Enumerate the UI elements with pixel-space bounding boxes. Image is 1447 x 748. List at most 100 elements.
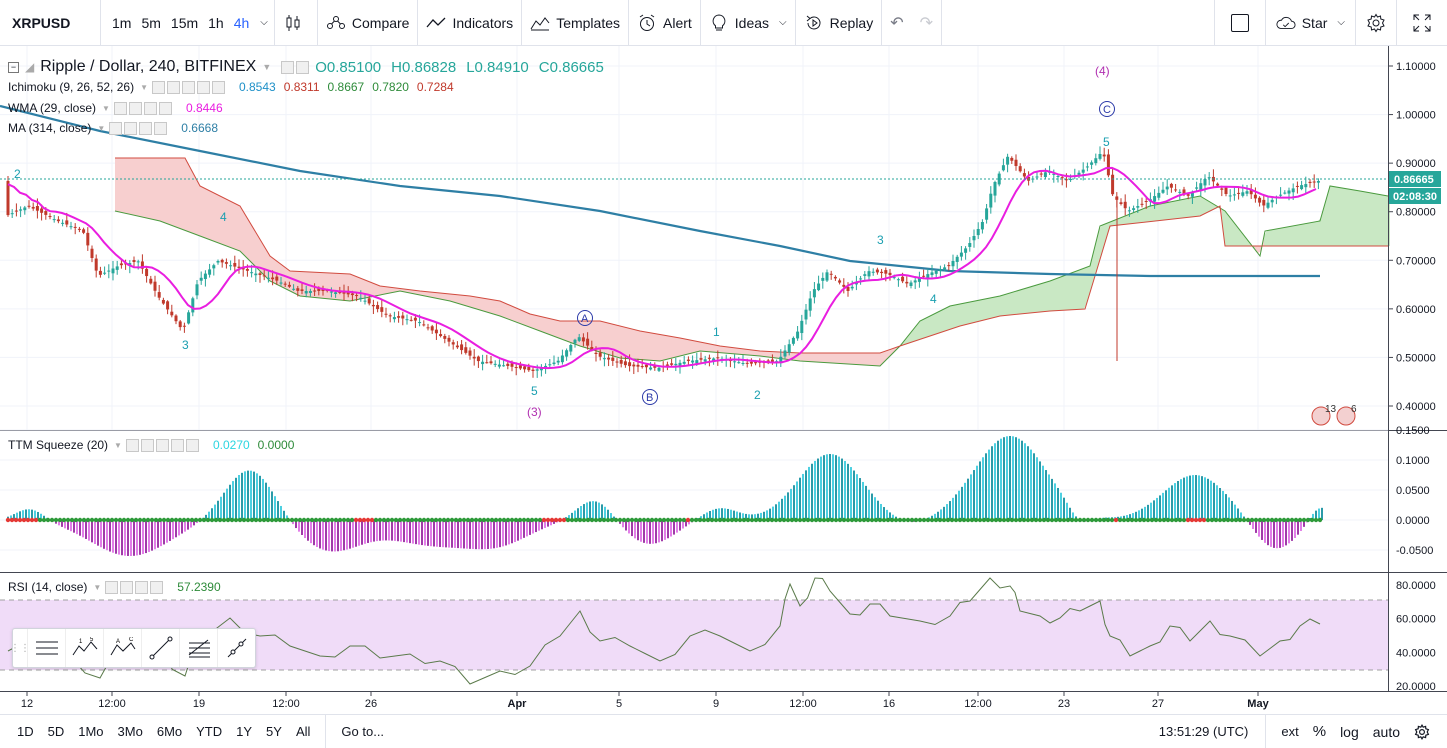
wave-circle bbox=[1099, 101, 1115, 117]
chevron-down-icon[interactable]: ▼ bbox=[102, 103, 110, 113]
chevron-down-icon[interactable]: ▼ bbox=[262, 62, 272, 72]
auto-scale-toggle[interactable]: auto bbox=[1372, 723, 1400, 740]
timeframe-5m[interactable]: 5m bbox=[141, 14, 161, 31]
squeeze-tick-label: 0.1000 bbox=[1396, 455, 1430, 467]
ttm-squeeze-histogram[interactable] bbox=[5, 436, 1323, 556]
chevron-down-icon[interactable]: ▼ bbox=[140, 82, 148, 92]
settings-button[interactable] bbox=[1356, 0, 1396, 46]
candle-body bbox=[1245, 191, 1249, 194]
time-tick-label: 23 bbox=[1058, 698, 1070, 710]
ichimoku-legend[interactable]: Ichimoku (9, 26, 52, 26) ▼ 0.8543 0.8311… bbox=[8, 80, 454, 94]
chart-area[interactable]: 2 4 3 5 (3) A B 1 2 3 4 5 C (4) bbox=[0, 46, 1447, 714]
ideas-button[interactable]: Ideas ⌵ bbox=[701, 0, 795, 46]
legend-buttons[interactable] bbox=[281, 60, 311, 74]
candle-body bbox=[1199, 183, 1203, 191]
wma-legend[interactable]: WMA (29, close) ▼ 0.8446 bbox=[8, 101, 223, 115]
chevron-down-icon[interactable]: ▼ bbox=[93, 582, 102, 592]
extended-hours-toggle[interactable]: ext bbox=[1281, 724, 1299, 739]
expand-button[interactable] bbox=[1397, 0, 1447, 46]
squeeze-legend[interactable]: TTM Squeeze (20) ▼ 0.0270 0.0000 bbox=[8, 438, 294, 452]
rsi-line[interactable] bbox=[7, 577, 1321, 685]
squeeze-dot bbox=[921, 517, 927, 523]
flag-icon[interactable] bbox=[1311, 406, 1331, 426]
wma-value: 0.8446 bbox=[185, 101, 223, 115]
flag-icon[interactable] bbox=[1336, 406, 1356, 426]
collapse-icon[interactable]: − bbox=[8, 61, 19, 73]
drag-handle-icon[interactable]: ⋮⋮ bbox=[10, 642, 30, 654]
ma-legend[interactable]: MA (314, close) ▼ 0.6668 bbox=[8, 121, 218, 135]
candle-body bbox=[859, 278, 863, 280]
chevron-down-icon[interactable]: ⌵ bbox=[779, 17, 787, 28]
squeeze-dot bbox=[465, 517, 471, 523]
event-badges[interactable]: 13 6 bbox=[1311, 404, 1357, 426]
legend-buttons[interactable] bbox=[113, 101, 174, 115]
separator bbox=[316, 0, 318, 46]
range-6mo[interactable]: 6Mo bbox=[156, 724, 183, 739]
replay-button[interactable]: Replay bbox=[796, 0, 882, 46]
squeeze-dot bbox=[89, 517, 95, 523]
candle-body bbox=[485, 362, 489, 364]
templates-button[interactable]: Templates bbox=[522, 0, 628, 46]
star-button[interactable]: Star ⌵ bbox=[1266, 0, 1355, 46]
range-3mo[interactable]: 3Mo bbox=[117, 724, 143, 739]
timeframe-1h[interactable]: 1h bbox=[208, 14, 224, 31]
line-tool-button[interactable] bbox=[27, 629, 65, 667]
squeeze-axis[interactable]: 0.1500 0.1000 0.0500 0.0000 -0.0500 bbox=[1396, 425, 1433, 557]
gear-icon[interactable] bbox=[1407, 723, 1437, 740]
range-1d[interactable]: 1D bbox=[17, 724, 34, 739]
squeeze-dot bbox=[373, 517, 379, 523]
legend-buttons[interactable] bbox=[105, 580, 165, 594]
squeeze-dot bbox=[669, 517, 675, 523]
candle-body bbox=[1060, 177, 1064, 179]
chart-canvas[interactable]: 2 4 3 5 (3) A B 1 2 3 4 5 C (4) bbox=[0, 46, 1447, 714]
fullscreen-layout-button[interactable] bbox=[1215, 0, 1265, 46]
go-to-button[interactable]: Go to... bbox=[341, 724, 385, 739]
squeeze-value-signal: 0.0000 bbox=[257, 438, 295, 452]
utc-clock[interactable]: 13:51:29 (UTC) bbox=[1158, 724, 1249, 739]
chevron-down-icon[interactable]: ▼ bbox=[97, 123, 106, 133]
chart-type-button[interactable] bbox=[275, 0, 317, 46]
wma-29-line[interactable] bbox=[7, 166, 1317, 370]
range-1y[interactable]: 1Y bbox=[236, 724, 253, 739]
timeframe-15m[interactable]: 15m bbox=[170, 14, 199, 31]
chevron-down-icon[interactable]: ⌵ bbox=[260, 17, 268, 28]
squeeze-dot bbox=[1213, 517, 1219, 523]
range-5d[interactable]: 5D bbox=[47, 724, 65, 739]
timeframe-4h[interactable]: 4h bbox=[233, 14, 250, 31]
candle-body bbox=[426, 327, 430, 329]
range-1mo[interactable]: 1Mo bbox=[78, 724, 104, 739]
ray-tool-button[interactable] bbox=[217, 629, 255, 667]
compare-button[interactable]: Compare bbox=[318, 0, 418, 46]
fib-tool-button[interactable] bbox=[179, 629, 217, 667]
timeframe-1m[interactable]: 1m bbox=[112, 14, 132, 31]
time-axis[interactable]: 12 12:00 19 12:00 26 Apr 5 9 12:00 16 12:00 23 27 May bbox=[21, 691, 1270, 710]
chevron-down-icon[interactable]: ⌵ bbox=[1337, 17, 1345, 28]
rsi-legend[interactable]: RSI (14, close) ▼ 57.2390 bbox=[8, 580, 221, 594]
trend-line-tool-button[interactable] bbox=[141, 629, 179, 667]
redo-button[interactable]: ↷ bbox=[912, 0, 941, 46]
rsi-axis[interactable]: 80.0000 60.0000 40.0000 20.0000 bbox=[1396, 580, 1436, 693]
legend-buttons[interactable] bbox=[152, 80, 227, 94]
legend-buttons[interactable] bbox=[125, 438, 201, 452]
range-all[interactable]: All bbox=[295, 724, 311, 739]
range-5y[interactable]: 5Y bbox=[266, 724, 282, 739]
price-axis[interactable]: 1.10000 1.00000 0.90000 0.80000 0.70000 0.600… bbox=[1388, 61, 1436, 413]
alert-button[interactable]: Alert bbox=[629, 0, 700, 46]
percent-scale-toggle[interactable]: % bbox=[1312, 723, 1327, 740]
log-scale-toggle[interactable]: log bbox=[1340, 723, 1359, 740]
candle-body bbox=[581, 337, 585, 342]
legend-buttons[interactable] bbox=[109, 121, 169, 135]
separator bbox=[881, 0, 883, 46]
squeeze-dot bbox=[1009, 517, 1015, 523]
candle-body bbox=[86, 232, 90, 246]
symbol-search[interactable]: XRPUSD bbox=[12, 14, 71, 31]
undo-button[interactable]: ↶ bbox=[882, 0, 911, 46]
chevron-down-icon[interactable]: ▼ bbox=[114, 440, 122, 450]
candle-body bbox=[174, 315, 178, 322]
indicators-button[interactable]: Indicators bbox=[418, 0, 521, 46]
squeeze-dot bbox=[1153, 517, 1159, 523]
range-ytd[interactable]: YTD bbox=[196, 724, 223, 739]
